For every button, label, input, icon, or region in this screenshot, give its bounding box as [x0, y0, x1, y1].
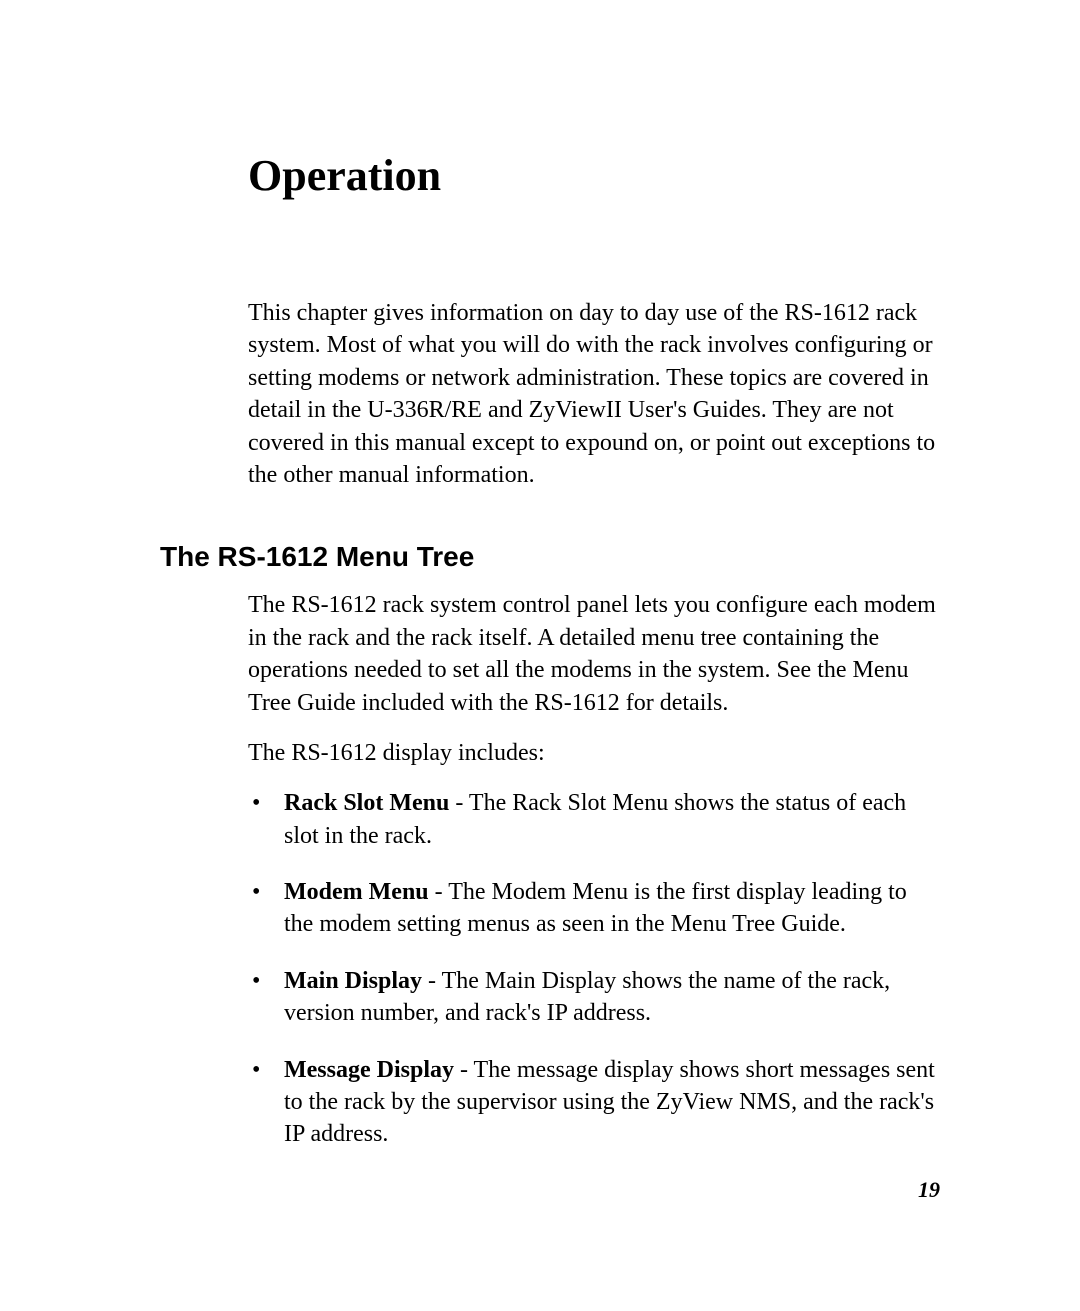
section-paragraph-2: The RS-1612 display includes:: [248, 737, 940, 769]
bullet-icon: •: [248, 787, 284, 852]
list-item-term: Modem Menu: [284, 879, 429, 905]
bullet-icon: •: [248, 876, 284, 941]
page-number: 19: [918, 1177, 940, 1203]
list-item: • Main Display - The Main Display shows …: [248, 965, 940, 1030]
list-item-content: Modem Menu - The Modem Menu is the first…: [284, 876, 940, 941]
list-item-term: Message Display: [284, 1057, 454, 1083]
bullet-icon: •: [248, 965, 284, 1030]
intro-paragraph: This chapter gives information on day to…: [248, 297, 940, 491]
section-heading: The RS-1612 Menu Tree: [160, 541, 950, 573]
list-item-content: Message Display - The message display sh…: [284, 1054, 940, 1151]
bullet-list: • Rack Slot Menu - The Rack Slot Menu sh…: [248, 787, 940, 1151]
list-item-term: Main Display: [284, 968, 422, 994]
chapter-title: Operation: [248, 150, 950, 201]
bullet-icon: •: [248, 1054, 284, 1151]
list-item-content: Main Display - The Main Display shows th…: [284, 965, 940, 1030]
document-page: Operation This chapter gives information…: [0, 0, 1080, 1235]
list-item-content: Rack Slot Menu - The Rack Slot Menu show…: [284, 787, 940, 852]
list-item: • Rack Slot Menu - The Rack Slot Menu sh…: [248, 787, 940, 852]
list-item: • Modem Menu - The Modem Menu is the fir…: [248, 876, 940, 941]
list-item-term: Rack Slot Menu: [284, 790, 449, 816]
section-paragraph-1: The RS-1612 rack system control panel le…: [248, 589, 940, 719]
list-item: • Message Display - The message display …: [248, 1054, 940, 1151]
